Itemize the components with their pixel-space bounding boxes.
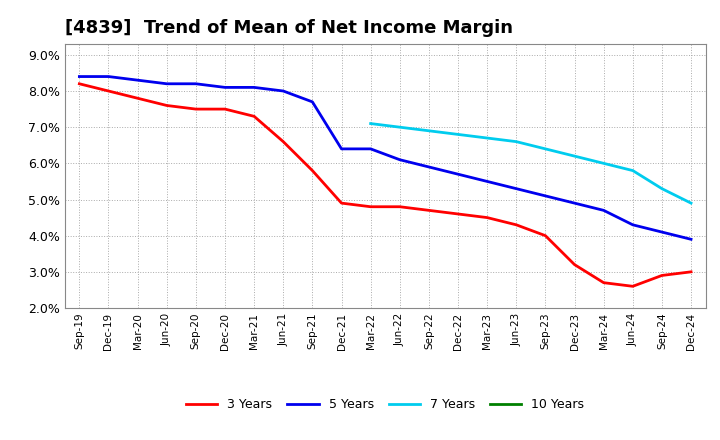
5 Years (687, 237, 696, 242)
5 Years (454, 172, 462, 177)
5 Years (366, 146, 375, 151)
3 Years (250, 114, 258, 119)
7 Years (657, 186, 666, 191)
7 Years (425, 128, 433, 133)
5 Years (570, 201, 579, 206)
Legend: 3 Years, 5 Years, 7 Years, 10 Years: 3 Years, 5 Years, 7 Years, 10 Years (181, 393, 590, 416)
3 Years (657, 273, 666, 278)
7 Years (483, 136, 492, 141)
7 Years (687, 201, 696, 206)
3 Years (541, 233, 550, 238)
Text: [4839]  Trend of Mean of Net Income Margin: [4839] Trend of Mean of Net Income Margi… (65, 19, 513, 37)
7 Years (541, 146, 550, 151)
3 Years (75, 81, 84, 86)
3 Years (279, 139, 287, 144)
3 Years (425, 208, 433, 213)
3 Years (599, 280, 608, 285)
3 Years (192, 106, 200, 112)
3 Years (687, 269, 696, 275)
3 Years (133, 95, 142, 101)
5 Years (75, 74, 84, 79)
7 Years (366, 121, 375, 126)
7 Years (599, 161, 608, 166)
3 Years (570, 262, 579, 267)
3 Years (512, 222, 521, 227)
3 Years (220, 106, 229, 112)
5 Years (337, 146, 346, 151)
5 Years (279, 88, 287, 94)
5 Years (395, 157, 404, 162)
7 Years (570, 154, 579, 159)
5 Years (133, 77, 142, 83)
5 Years (104, 74, 113, 79)
3 Years (308, 168, 317, 173)
7 Years (395, 125, 404, 130)
3 Years (104, 88, 113, 94)
Line: 5 Years: 5 Years (79, 77, 691, 239)
3 Years (483, 215, 492, 220)
5 Years (657, 229, 666, 235)
5 Years (250, 85, 258, 90)
5 Years (512, 186, 521, 191)
7 Years (454, 132, 462, 137)
5 Years (425, 164, 433, 169)
Line: 3 Years: 3 Years (79, 84, 691, 286)
5 Years (192, 81, 200, 86)
5 Years (541, 193, 550, 198)
3 Years (395, 204, 404, 209)
3 Years (629, 284, 637, 289)
5 Years (629, 222, 637, 227)
7 Years (629, 168, 637, 173)
3 Years (163, 103, 171, 108)
5 Years (163, 81, 171, 86)
7 Years (512, 139, 521, 144)
5 Years (599, 208, 608, 213)
5 Years (308, 99, 317, 105)
3 Years (337, 201, 346, 206)
3 Years (366, 204, 375, 209)
5 Years (220, 85, 229, 90)
3 Years (454, 211, 462, 216)
Line: 7 Years: 7 Years (371, 124, 691, 203)
5 Years (483, 179, 492, 184)
